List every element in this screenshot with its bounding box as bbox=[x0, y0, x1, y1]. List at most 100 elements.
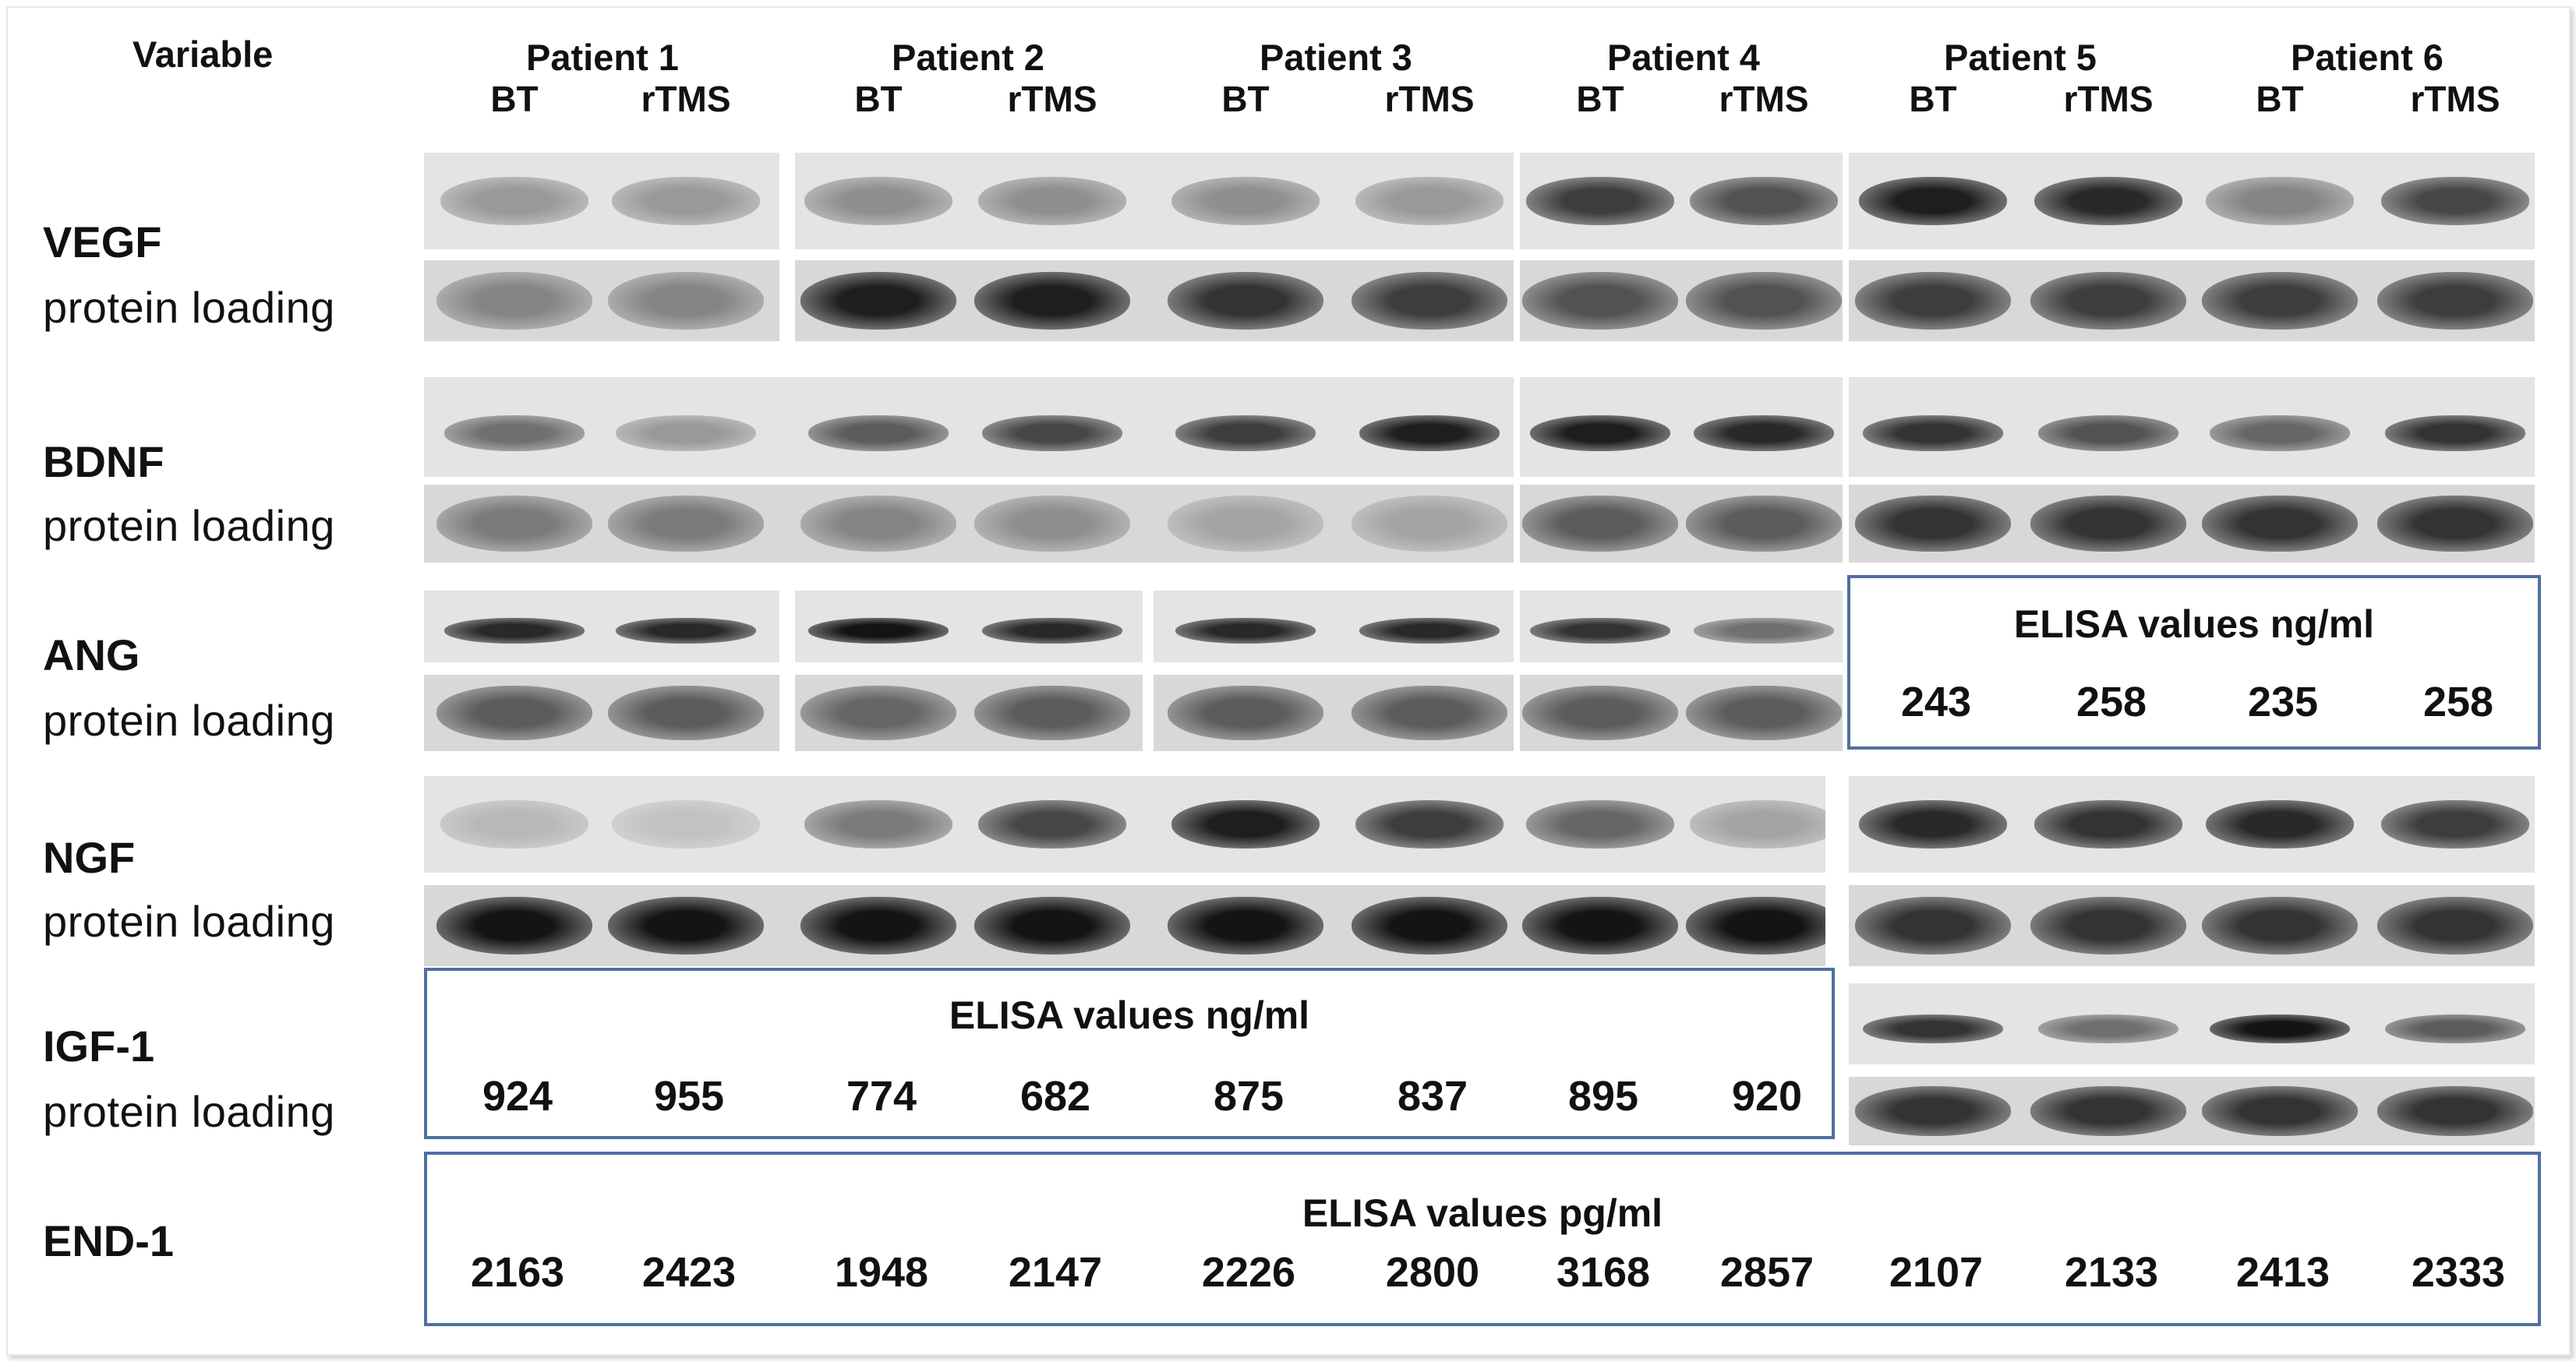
row-label-ang: ANG bbox=[43, 630, 140, 679]
condition-header-bt: BT bbox=[1221, 79, 1270, 119]
blot-band bbox=[804, 800, 952, 849]
blot-band bbox=[608, 271, 764, 330]
elisa-value: 2133 bbox=[2064, 1249, 2159, 1296]
blot-band bbox=[2385, 1014, 2525, 1043]
blot-band bbox=[440, 800, 588, 849]
blot-band bbox=[808, 415, 949, 451]
blot-band bbox=[1352, 271, 1507, 330]
blot-band bbox=[1690, 177, 1838, 225]
blot-band bbox=[2377, 1086, 2533, 1136]
blot-band bbox=[800, 271, 956, 330]
blot-band bbox=[436, 496, 592, 552]
loading-label-ang: protein loading bbox=[43, 696, 335, 745]
elisa-value: 258 bbox=[2076, 679, 2147, 725]
blot-panel-vegf-load-4 bbox=[1849, 260, 2535, 341]
figure-frame bbox=[6, 6, 2571, 1356]
blot-panel-ngf-load-2 bbox=[1849, 885, 2535, 966]
blot-band bbox=[2377, 496, 2533, 552]
elisa-value: 3168 bbox=[1556, 1249, 1651, 1296]
blot-band bbox=[1352, 896, 1507, 955]
elisa-value: 774 bbox=[846, 1073, 917, 1120]
blot-panel-vegf-load-1 bbox=[424, 260, 779, 341]
elisa-value: 1948 bbox=[834, 1249, 929, 1296]
elisa-value: 955 bbox=[653, 1073, 725, 1120]
blot-band bbox=[2381, 177, 2529, 225]
blot-band bbox=[1522, 271, 1678, 330]
blot-band bbox=[800, 896, 956, 955]
blot-band bbox=[2210, 415, 2350, 451]
blot-panel-ang-1 bbox=[424, 591, 779, 662]
blot-panel-ang-load-2 bbox=[795, 675, 1143, 751]
blot-band bbox=[608, 685, 764, 741]
blot-band bbox=[444, 415, 585, 451]
blot-panel-ang-3 bbox=[1154, 591, 1514, 662]
blot-band bbox=[1530, 415, 1670, 451]
variable-header: Variable bbox=[133, 34, 274, 75]
blot-band bbox=[982, 415, 1122, 451]
condition-header-bt: BT bbox=[1576, 79, 1624, 119]
blot-band bbox=[2030, 1086, 2186, 1136]
elisa-value: 2226 bbox=[1201, 1249, 1296, 1296]
blot-band bbox=[2030, 271, 2186, 330]
blot-band bbox=[1855, 1086, 2011, 1136]
blot-band bbox=[2030, 896, 2186, 955]
blot-band bbox=[2202, 1086, 2358, 1136]
condition-header-rtms: rTMS bbox=[1384, 79, 1475, 119]
elisa-box-igf1: ELISA values ng/ml 924 955 774 682 875 837 895… bbox=[424, 968, 1835, 1139]
blot-band bbox=[1352, 685, 1507, 741]
row-label-end1: END-1 bbox=[43, 1216, 175, 1265]
patient-header-2: Patient 2 bbox=[892, 37, 1044, 78]
blot-panel-ang-load-1 bbox=[424, 675, 779, 751]
blot-band bbox=[2030, 496, 2186, 552]
patient-header-3: Patient 3 bbox=[1260, 37, 1412, 78]
blot-band bbox=[1175, 617, 1316, 644]
blot-panel-bdnf-load-3 bbox=[1849, 485, 2535, 563]
blot-band bbox=[2034, 800, 2182, 849]
blot-band bbox=[1168, 271, 1323, 330]
condition-header-rtms: rTMS bbox=[641, 79, 731, 119]
blot-band bbox=[974, 685, 1130, 741]
patient-header-1: Patient 1 bbox=[526, 37, 679, 78]
blot-panel-igf1-1 bbox=[1849, 983, 2535, 1064]
patient-header-6: Patient 6 bbox=[2291, 37, 2443, 78]
blot-panel-vegf-2 bbox=[795, 153, 1514, 249]
elisa-value: 243 bbox=[1900, 679, 1972, 725]
blot-band bbox=[1359, 617, 1500, 644]
blot-band bbox=[974, 271, 1130, 330]
blot-band bbox=[1168, 685, 1323, 741]
condition-header-rtms: rTMS bbox=[1007, 79, 1097, 119]
blot-band bbox=[2202, 271, 2358, 330]
blot-band bbox=[1694, 617, 1834, 644]
elisa-value: 2857 bbox=[1719, 1249, 1815, 1296]
blot-panel-ngf-1 bbox=[424, 776, 1825, 873]
loading-label-igf1: protein loading bbox=[43, 1087, 335, 1136]
blot-band bbox=[436, 271, 592, 330]
blot-panel-igf1-load-1 bbox=[1849, 1077, 2535, 1145]
blot-panel-ang-4 bbox=[1520, 591, 1843, 662]
blot-band bbox=[1694, 415, 1834, 451]
elisa-value: 875 bbox=[1213, 1073, 1284, 1120]
blot-band bbox=[1355, 800, 1504, 849]
loading-label-bdnf: protein loading bbox=[43, 501, 335, 550]
blot-band bbox=[978, 800, 1126, 849]
blot-band bbox=[436, 896, 592, 955]
blot-band bbox=[1859, 800, 2007, 849]
blot-band bbox=[2202, 496, 2358, 552]
blot-band bbox=[1855, 496, 2011, 552]
elisa-value: 2800 bbox=[1385, 1249, 1480, 1296]
blot-band bbox=[982, 617, 1122, 644]
blot-band bbox=[2377, 271, 2533, 330]
blot-band bbox=[1855, 271, 2011, 330]
blot-band bbox=[1526, 800, 1674, 849]
blot-panel-bdnf-3 bbox=[1849, 377, 2535, 477]
blot-panel-vegf-load-3 bbox=[1520, 260, 1843, 341]
row-label-igf1: IGF-1 bbox=[43, 1022, 155, 1071]
condition-header-bt: BT bbox=[490, 79, 539, 119]
blot-panel-ngf-load-1 bbox=[424, 885, 1825, 966]
elisa-title-ang: ELISA values ng/ml bbox=[2013, 602, 2375, 646]
blot-band bbox=[1175, 415, 1316, 451]
blot-panel-vegf-load-2 bbox=[795, 260, 1514, 341]
blot-band bbox=[2381, 800, 2529, 849]
elisa-value: 920 bbox=[1731, 1073, 1803, 1120]
blot-panel-bdnf-1 bbox=[424, 377, 1514, 477]
